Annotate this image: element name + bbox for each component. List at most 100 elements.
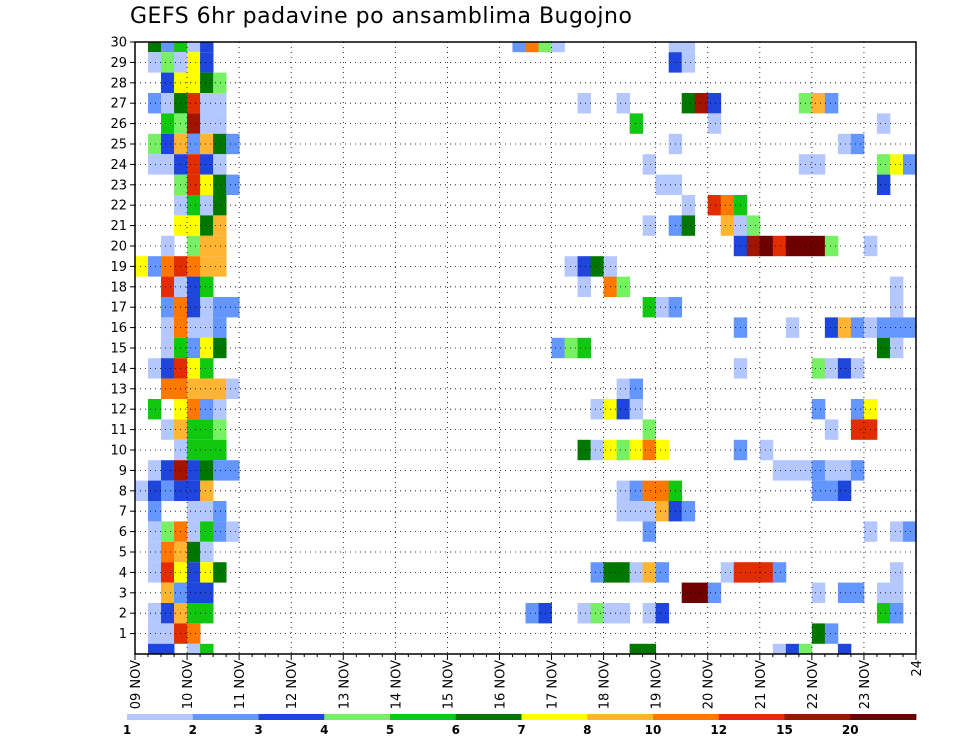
heatmap-cell (772, 460, 787, 481)
heatmap-cell (200, 562, 214, 583)
heatmap-cell (850, 133, 865, 155)
heatmap-cell (161, 460, 175, 481)
heatmap-cell (213, 317, 227, 338)
heatmap-cell (200, 93, 214, 114)
heatmap-cell (577, 93, 591, 114)
heatmap-cell (837, 133, 852, 155)
x-tick-label: 13 NOV (337, 660, 352, 709)
heatmap-cell (889, 276, 904, 297)
legend-label: 7 (517, 723, 525, 737)
x-tick-label: 16 NOV (493, 660, 508, 709)
legend-label: 3 (254, 723, 262, 737)
heatmap-cell (187, 541, 201, 563)
heatmap-cell (187, 337, 201, 359)
heatmap-cell (642, 501, 657, 522)
heatmap-cell (200, 133, 214, 155)
heatmap-cell (187, 154, 201, 175)
y-tick-label: 20 (110, 240, 127, 255)
heatmap-cell (213, 460, 227, 481)
heatmap-cell (785, 643, 800, 654)
heatmap-cell (226, 460, 240, 481)
heatmap-cell (148, 480, 162, 501)
x-axis: 09 NOV 10 NOV 11 NOV 12 NOV 13 NOV 14 NOV 15 N… (129, 654, 925, 709)
heatmap-cell (161, 52, 175, 73)
heatmap-cell (213, 195, 227, 216)
legend-swatch (192, 714, 259, 720)
heatmap-cell (161, 276, 175, 297)
y-tick-label: 10 (110, 444, 127, 459)
legend-label: 1 (123, 723, 131, 737)
y-axis: 1234567891011121314151617181920212223242… (110, 36, 135, 642)
heatmap-cell (577, 256, 591, 277)
legend-swatch (653, 714, 720, 720)
legend-label: 20 (842, 723, 859, 737)
heatmap-cell (213, 154, 227, 175)
heatmap-cell (200, 582, 214, 603)
heatmap-cell (187, 460, 201, 481)
heatmap-cell (187, 603, 201, 624)
heatmap-cell (187, 643, 201, 654)
heatmap-cell (187, 378, 201, 399)
heatmap-cell (850, 419, 865, 440)
heatmap-cell (187, 399, 201, 420)
y-tick-label: 6 (119, 525, 127, 540)
heatmap-cell (707, 195, 722, 216)
heatmap-cell (187, 113, 201, 134)
heatmap-cell (200, 541, 214, 563)
heatmap-cell (616, 378, 631, 399)
heatmap-cell (759, 235, 774, 257)
y-tick-label: 26 (110, 117, 127, 132)
heatmap-cell (811, 582, 826, 603)
heatmap-cell (213, 562, 227, 583)
y-tick-label: 2 (119, 607, 127, 622)
heatmap-cell (226, 521, 240, 542)
heatmap-cell (707, 113, 722, 134)
heatmap-cell (629, 378, 644, 399)
heatmap-cell (642, 419, 657, 440)
heatmap-cell (629, 113, 644, 134)
heatmap-cell (187, 52, 201, 73)
legend-swatch (850, 714, 917, 720)
heatmap-cell (590, 399, 604, 420)
y-tick-label: 29 (110, 56, 127, 71)
heatmap-cell (187, 317, 201, 338)
y-tick-label: 13 (110, 382, 127, 397)
heatmap-cell (902, 317, 917, 338)
heatmap-cell (681, 93, 696, 114)
heatmap-cell (889, 521, 904, 542)
x-tick-label: 09 NOV (129, 660, 144, 709)
heatmap-cell (655, 501, 670, 522)
heatmap-cell (161, 113, 175, 134)
heatmap-cell (525, 603, 539, 624)
x-tick-label: 18 NOV (598, 660, 613, 709)
heatmap-cell (200, 378, 214, 399)
heatmap-cell (850, 358, 865, 379)
heatmap-cell (772, 235, 787, 257)
y-tick-label: 5 (119, 546, 127, 561)
heatmap-cell (187, 521, 201, 542)
legend-swatch (390, 714, 457, 720)
heatmap-cell (850, 460, 865, 481)
heatmap-cell (213, 399, 227, 420)
heatmap-cell (187, 256, 201, 277)
heatmap-cell (772, 643, 787, 654)
heatmap-cell (707, 582, 722, 603)
heatmap-cell (187, 439, 201, 461)
heatmap-cell (837, 582, 852, 603)
heatmap-cell (850, 399, 865, 420)
heatmap-cell (824, 419, 839, 440)
heatmap-cell (213, 297, 227, 318)
heatmap-cell (538, 42, 552, 53)
heatmap-cell (577, 337, 591, 359)
heatmap-cell (187, 93, 201, 114)
heatmap-cell (837, 358, 852, 379)
heatmap-cell (161, 337, 175, 359)
y-tick-label: 19 (110, 260, 127, 275)
heatmap-cell (616, 93, 631, 114)
y-tick-label: 14 (110, 362, 127, 377)
heatmap-cell (824, 317, 839, 338)
heatmap-cell (213, 72, 227, 93)
heatmap-cell (720, 562, 735, 583)
heatmap-cell (876, 113, 891, 134)
heatmap-cell (200, 297, 214, 318)
